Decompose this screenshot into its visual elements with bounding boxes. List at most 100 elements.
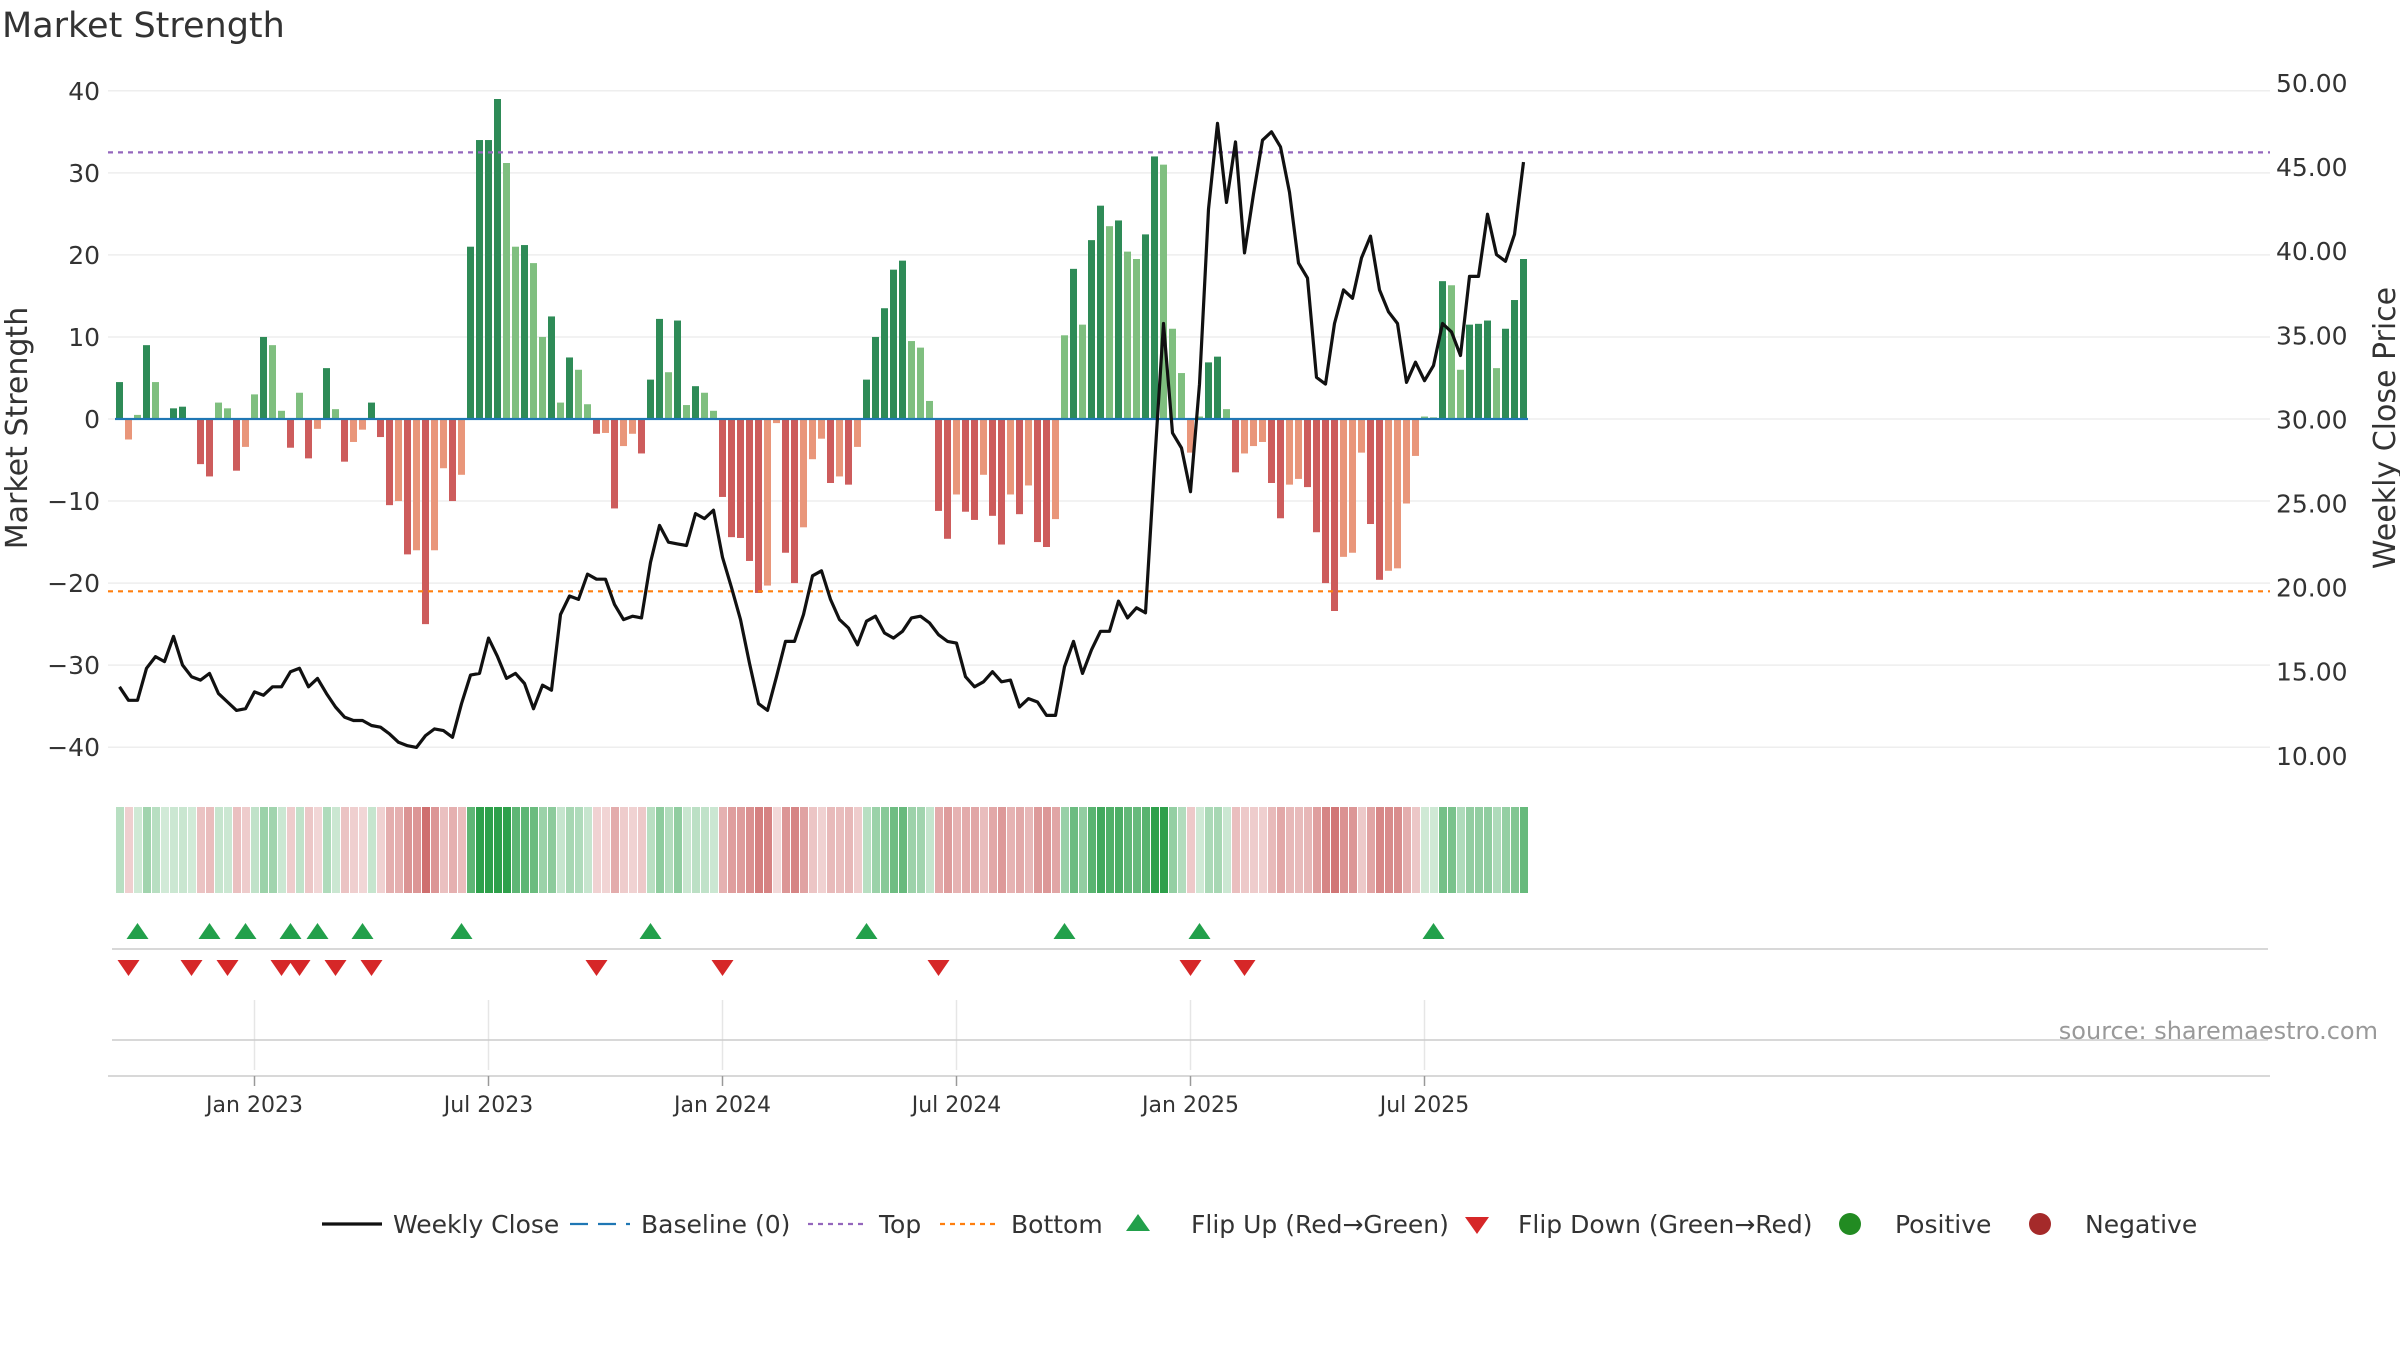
flip-up-marker	[450, 923, 473, 939]
heat-cell	[737, 807, 745, 893]
heat-cell	[755, 807, 763, 893]
heat-cell	[827, 807, 835, 893]
heat-cell	[665, 807, 673, 893]
heat-cell	[710, 807, 718, 893]
strength-bar	[692, 386, 699, 419]
strength-bar	[575, 369, 582, 419]
heat-cell	[998, 807, 1006, 893]
heat-cell	[350, 807, 358, 893]
flip-up-marker	[198, 923, 221, 939]
strength-bar	[116, 382, 123, 419]
right-tick-label: 25.00	[2276, 490, 2348, 519]
strength-bar	[998, 419, 1005, 545]
heat-cell	[791, 807, 799, 893]
strength-bar	[1205, 362, 1212, 419]
heat-cell	[1340, 807, 1348, 893]
strength-bar	[1331, 419, 1338, 611]
heat-cell	[422, 807, 430, 893]
heat-cell	[1043, 807, 1051, 893]
heat-cell	[278, 807, 286, 893]
left-tick-label: −10	[47, 487, 100, 516]
strength-bar	[1151, 156, 1158, 419]
heat-cell	[1187, 807, 1195, 893]
x-tick-label: Jan 2025	[1140, 1093, 1239, 1118]
flip-up-marker	[855, 923, 878, 939]
heat-cell	[629, 807, 637, 893]
strength-bar	[710, 410, 717, 419]
strength-bar	[1403, 419, 1410, 504]
heat-cell	[1367, 807, 1375, 893]
heat-cell	[1439, 807, 1447, 893]
heat-cell	[152, 807, 160, 893]
strength-bar	[1484, 320, 1491, 419]
right-tick-label: 40.00	[2276, 237, 2348, 266]
heat-cell	[953, 807, 961, 893]
heat-cell	[1160, 807, 1168, 893]
heat-cell	[341, 807, 349, 893]
strength-bar	[746, 419, 753, 561]
heat-cell	[593, 807, 601, 893]
heat-cell	[1457, 807, 1465, 893]
heat-cell	[530, 807, 538, 893]
strength-bar	[1376, 419, 1383, 580]
right-tick-label: 45.00	[2276, 153, 2348, 182]
heat-cell	[1250, 807, 1258, 893]
heat-cell	[1115, 807, 1123, 893]
strength-bar	[404, 419, 411, 555]
heat-cell	[449, 807, 457, 893]
heat-cell	[395, 807, 403, 893]
heat-cell	[575, 807, 583, 893]
strength-bar	[872, 336, 879, 419]
strength-bar	[926, 400, 933, 419]
heat-cell	[1421, 807, 1429, 893]
price-series	[118, 121, 1526, 750]
legend-swatch-positive	[1839, 1213, 1861, 1235]
source-credit: source: sharemaestro.com	[2059, 1017, 2378, 1045]
strength-bar	[593, 419, 600, 434]
legend-label: Positive	[1895, 1210, 1991, 1239]
heat-cell	[1079, 807, 1087, 893]
strength-bar	[458, 419, 465, 475]
heat-cell	[890, 807, 898, 893]
strength-bar	[1196, 416, 1203, 419]
strength-bar	[665, 372, 672, 419]
strength-bar	[620, 419, 627, 447]
flip-up-marker	[351, 923, 374, 939]
heat-cell	[1295, 807, 1303, 893]
strength-bar	[413, 419, 420, 551]
flip-down-marker	[216, 960, 239, 976]
strength-bar	[395, 419, 402, 502]
strength-bar	[1412, 419, 1419, 456]
heat-cell	[1304, 807, 1312, 893]
strength-bar	[764, 419, 771, 586]
strength-bar	[1340, 419, 1347, 557]
strength-bar	[935, 419, 942, 511]
strength-bar	[269, 345, 276, 419]
right-tick-label: 30.00	[2276, 405, 2348, 434]
heat-cell	[1088, 807, 1096, 893]
strength-bar	[530, 263, 537, 419]
strength-bar	[755, 419, 762, 593]
strength-bar	[332, 409, 339, 419]
heat-cell	[476, 807, 484, 893]
strength-bar	[548, 316, 555, 419]
heat-cell	[854, 807, 862, 893]
flip-down-marker	[927, 960, 950, 976]
heat-cell	[656, 807, 664, 893]
strength-bar	[1466, 324, 1473, 419]
heat-cell	[584, 807, 592, 893]
strength-bar	[728, 419, 735, 538]
strength-bar	[908, 341, 915, 419]
heat-cell	[1142, 807, 1150, 893]
heat-cell	[809, 807, 817, 893]
heat-cell	[512, 807, 520, 893]
heat-strip	[116, 807, 1528, 893]
heat-cell	[242, 807, 250, 893]
heat-cell	[719, 807, 727, 893]
strength-bar	[467, 246, 474, 419]
legend-swatch-flip-up	[1126, 1214, 1150, 1231]
strength-bar	[674, 320, 681, 419]
strength-bar	[791, 419, 798, 584]
strength-bar	[359, 419, 366, 430]
heat-cell	[1358, 807, 1366, 893]
